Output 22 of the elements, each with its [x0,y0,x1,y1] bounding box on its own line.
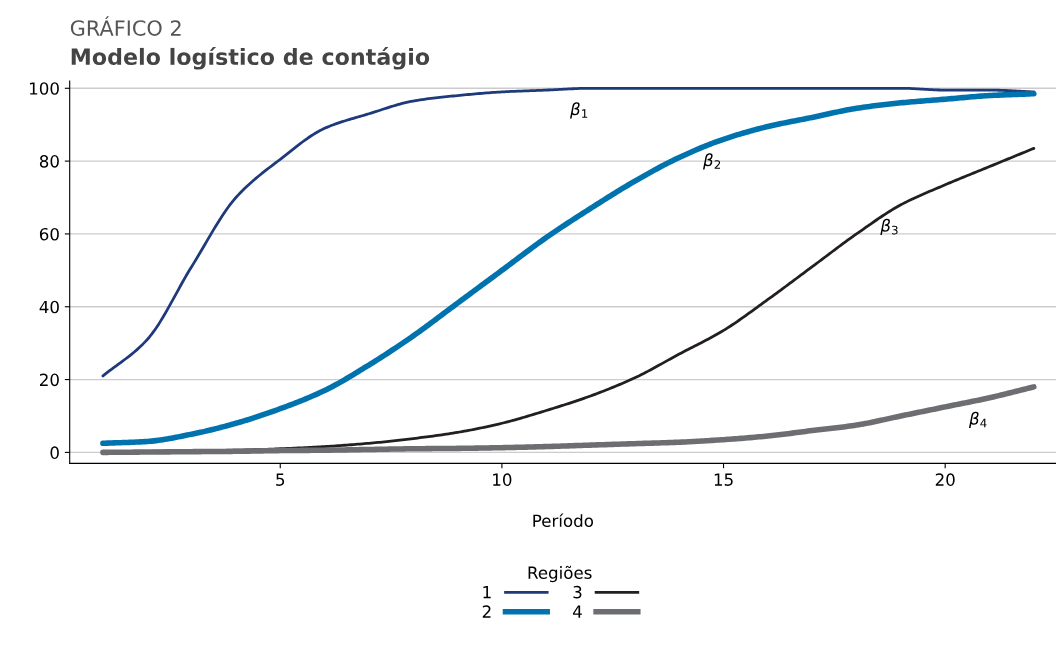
y-tick-label: 60 [39,227,59,241]
legend-label: 4 [573,605,582,618]
legend-label: 2 [482,605,491,618]
legend-label: 3 [573,585,582,599]
x-tick-label: 10 [493,473,512,486]
y-tick-label: 40 [39,300,59,314]
x-tick-label: 15 [714,473,733,486]
annotation: β$_{3}$ [880,218,898,236]
y-tick-label: 0 [50,446,59,459]
chart-title: GRÁFICO 2 [70,16,181,36]
y-tick-label: 20 [39,373,59,387]
chart-subtitle: Modelo logístico de contágio [71,47,430,70]
x-tick-label: 5 [276,473,285,486]
annotation: β$_{1}$ [570,102,588,119]
x-tick-label: 20 [935,473,955,486]
annotation: β$_{4}$ [968,411,987,429]
legend-label: 1 [483,586,491,599]
y-tick-label: 80 [39,155,59,168]
legend-title: Regiões [528,565,592,583]
annotation: β$_{2}$ [702,153,721,170]
x-axis-title: Período [533,513,594,528]
y-tick-label: 100 [29,82,59,95]
